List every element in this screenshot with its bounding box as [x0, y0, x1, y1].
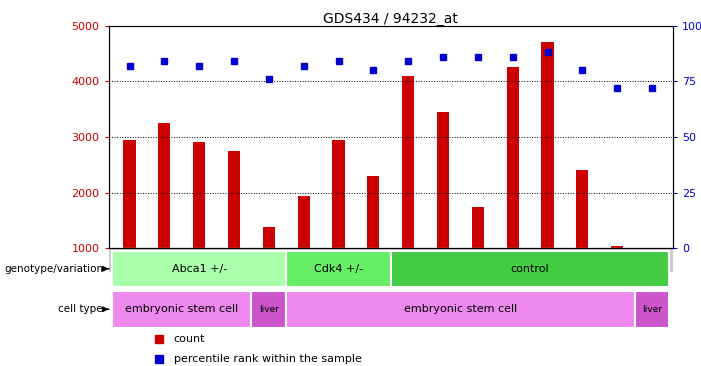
Bar — [402, 76, 414, 249]
Text: Cdk4 +/-: Cdk4 +/- — [314, 264, 363, 274]
Bar — [286, 291, 634, 328]
Bar — [286, 250, 391, 287]
Bar — [507, 67, 519, 249]
Bar — [541, 42, 554, 249]
Text: liver: liver — [642, 305, 662, 314]
Bar — [158, 123, 170, 249]
Text: control: control — [511, 264, 550, 274]
Bar — [611, 246, 623, 249]
Bar — [112, 250, 286, 287]
Text: cell type: cell type — [58, 304, 103, 314]
Bar — [228, 151, 240, 249]
Bar — [367, 176, 379, 249]
Bar — [332, 140, 345, 249]
Text: genotype/variation: genotype/variation — [4, 264, 103, 274]
Bar — [472, 207, 484, 249]
Bar — [123, 140, 136, 249]
Text: count: count — [174, 334, 205, 344]
Title: GDS434 / 94232_at: GDS434 / 94232_at — [323, 12, 458, 26]
Bar — [112, 291, 252, 328]
Bar — [437, 112, 449, 249]
Text: embryonic stem cell: embryonic stem cell — [125, 304, 238, 314]
Bar — [263, 227, 275, 249]
Bar — [252, 291, 286, 328]
Bar — [298, 195, 310, 249]
Text: percentile rank within the sample: percentile rank within the sample — [174, 354, 362, 364]
Bar — [634, 291, 669, 328]
Bar — [391, 250, 669, 287]
Text: liver: liver — [259, 305, 279, 314]
Bar — [576, 171, 588, 249]
Text: Abca1 +/-: Abca1 +/- — [172, 264, 227, 274]
Bar — [193, 142, 205, 249]
Text: embryonic stem cell: embryonic stem cell — [404, 304, 517, 314]
